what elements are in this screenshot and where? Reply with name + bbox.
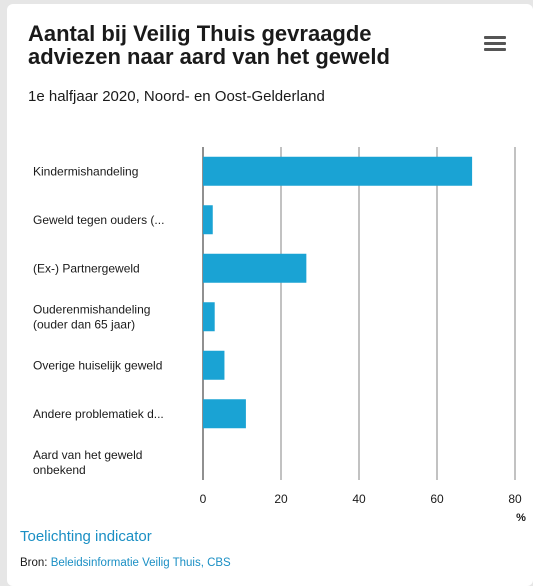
toelichting-indicator-link[interactable]: Toelichting indicator xyxy=(20,528,152,545)
category-label: Ouderenmishandeling xyxy=(33,302,150,316)
source-line: Bron: Beleidsinformatie Veilig Thuis, CB… xyxy=(20,557,231,569)
x-tick-label: 40 xyxy=(352,492,366,506)
chart-card xyxy=(7,4,533,586)
chart-subtitle: 1e halfjaar 2020, Noord- en Oost-Gelderl… xyxy=(28,88,325,105)
bar xyxy=(203,253,307,283)
x-tick-label: 80 xyxy=(508,492,522,506)
category-label: Andere problematiek d... xyxy=(33,407,164,421)
source-link[interactable]: Beleidsinformatie Veilig Thuis, CBS xyxy=(50,557,231,569)
category-label: Overige huiselijk geweld xyxy=(33,358,162,372)
category-label: Aard van het geweld xyxy=(33,448,142,462)
bar xyxy=(203,156,473,186)
x-tick-label: 20 xyxy=(274,492,288,506)
bar xyxy=(203,399,246,429)
category-label: Geweld tegen ouders (... xyxy=(33,213,164,227)
source-prefix: Bron: xyxy=(20,557,51,569)
category-label: (Ex-) Partnergeweld xyxy=(33,261,140,275)
bar xyxy=(203,205,213,235)
bar xyxy=(203,350,225,380)
category-label: (ouder dan 65 jaar) xyxy=(33,317,135,331)
bar-chart: 0 20 40 60 80% Kindermishandeling Geweld tegen… xyxy=(33,147,526,524)
x-tick-label: 0 xyxy=(200,492,207,506)
category-label: Kindermishandeling xyxy=(33,164,138,178)
chart-title: Aantal bij Veilig Thuis gevraagde adviez… xyxy=(28,21,390,69)
category-label: onbekend xyxy=(33,463,86,477)
x-axis-unit: % xyxy=(516,512,526,524)
bar xyxy=(203,302,215,332)
hamburger-menu-icon[interactable] xyxy=(484,36,506,54)
x-tick-label: 60 xyxy=(430,492,444,506)
